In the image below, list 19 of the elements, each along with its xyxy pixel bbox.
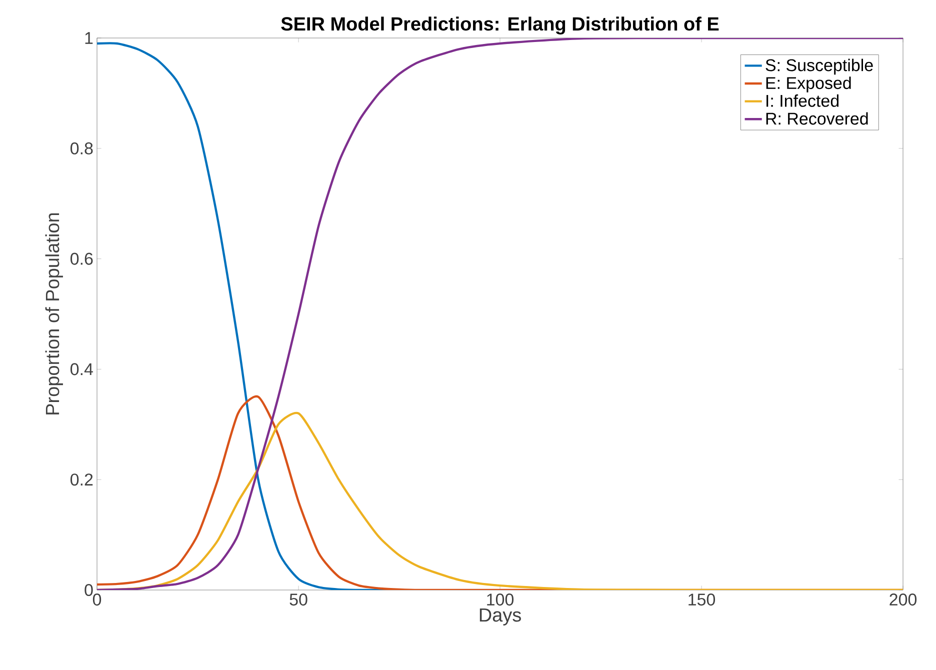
line-series	[97, 38, 904, 590]
x-axis-title: Days	[480, 608, 521, 626]
legend-label: R: Recovered	[766, 112, 868, 125]
y-tick-label: 0.2	[70, 474, 93, 486]
y-tick-label: 0.8	[70, 142, 93, 154]
y-tick-label: 0.4	[70, 363, 93, 376]
chart-title: SEIR Model Predictions: Erlang Distribution of E	[281, 16, 719, 34]
x-tick-label: 150	[688, 594, 716, 606]
x-tick-label: 0	[92, 594, 102, 606]
x-tick-label: 100	[487, 594, 514, 606]
legend-label: I: Infected	[766, 94, 839, 107]
x-tick-label: 200	[890, 594, 917, 606]
y-tick-label: 0.6	[70, 252, 93, 265]
y-tick-label: 0	[84, 584, 93, 596]
y-tick-label: 1	[85, 32, 93, 44]
legend-label: S: Susceptible	[766, 58, 873, 75]
legend-label: E: Exposed	[766, 76, 851, 92]
y-axis-title: Proportion of Population	[45, 213, 63, 414]
x-tick-label: 50	[290, 594, 308, 606]
